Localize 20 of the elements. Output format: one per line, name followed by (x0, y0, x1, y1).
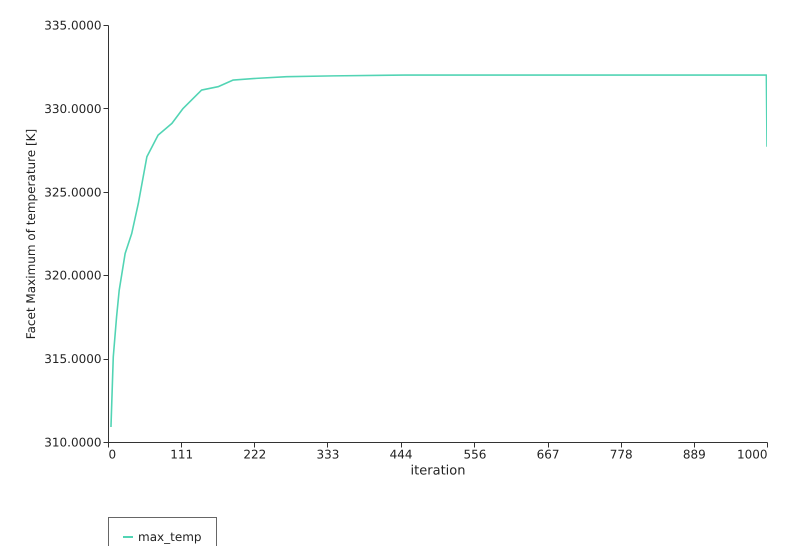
y-tick-label: 310.0000 (44, 436, 102, 450)
x-tick-label: 667 (536, 448, 560, 462)
x-tick-label: 889 (682, 448, 706, 462)
line-series (110, 74, 767, 428)
x-tick-label: 0 (108, 448, 116, 462)
x-tick-label: 333 (316, 448, 340, 462)
legend-label: max_temp (138, 530, 202, 544)
x-tick-label: 444 (390, 448, 413, 462)
x-tick-label: 222 (243, 448, 266, 462)
y-tick-label: 330.0000 (44, 102, 102, 116)
x-tick-label: 1000 (736, 448, 768, 462)
y-tick-label: 315.0000 (44, 352, 102, 366)
x-axis-title: iteration (410, 464, 466, 478)
y-axis-title: Facet Maximum of temperature [K] (24, 128, 38, 340)
y-tick-label: 335.0000 (44, 18, 102, 32)
x-tick-label: 778 (610, 448, 633, 462)
y-tick-label: 325.0000 (44, 185, 102, 200)
x-tick-label: 556 (463, 448, 486, 462)
y-tick-label: 320.0000 (44, 268, 102, 283)
x-tick-label: 111 (170, 448, 194, 462)
